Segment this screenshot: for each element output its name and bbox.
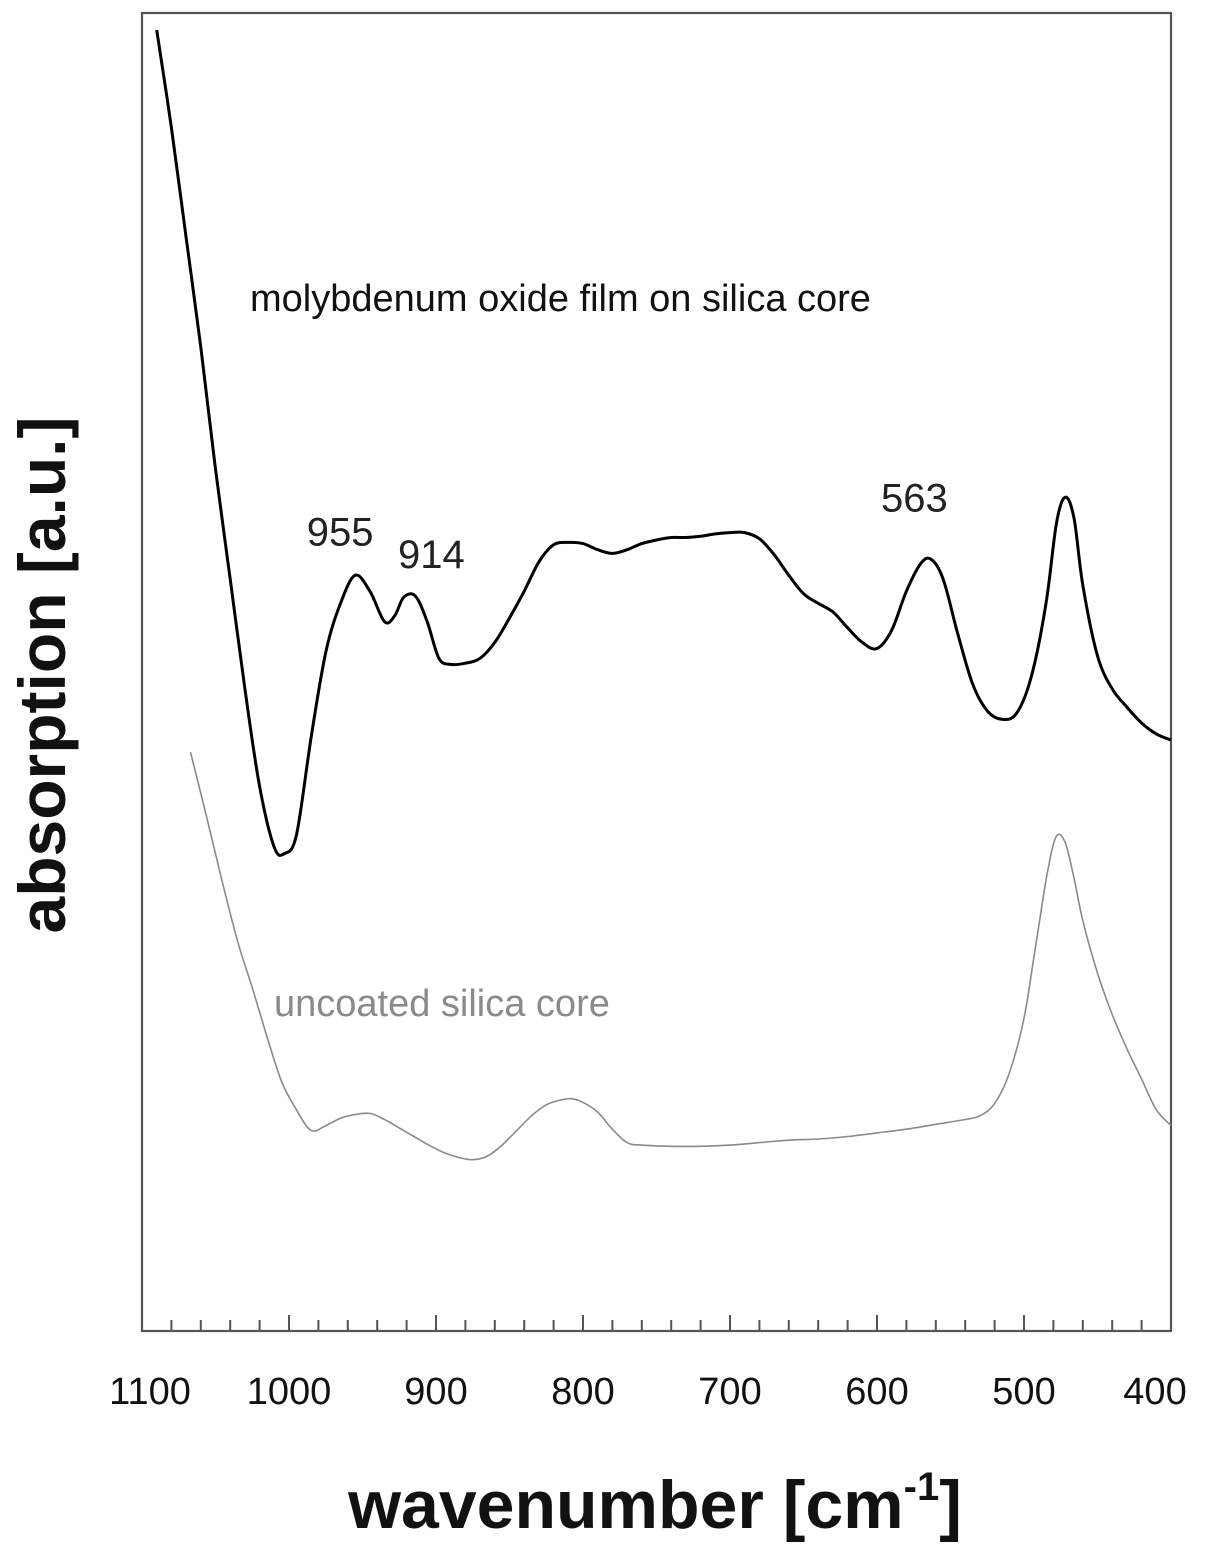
x-tick-labels: 1100 1000 900 800 700 600 500 400 xyxy=(109,1371,1187,1413)
peak-label-914: 914 xyxy=(398,533,465,577)
series-line-molybdenum-oxide xyxy=(155,29,1172,857)
x-tick-label: 500 xyxy=(992,1371,1055,1413)
x-tick-label: 700 xyxy=(698,1371,761,1413)
y-axis-title: absorption [a.u.] xyxy=(5,417,79,934)
series-group xyxy=(155,29,1172,1161)
x-tick-label: 1100 xyxy=(109,1371,191,1413)
series-label-uncoated-silica: uncoated silica core xyxy=(274,983,610,1025)
x-tick-label: 800 xyxy=(551,1371,614,1413)
x-axis-title-close: ] xyxy=(939,1467,962,1543)
x-axis-title-text: wavenumber [cm xyxy=(347,1467,904,1543)
series-label-molybdenum-oxide: molybdenum oxide film on silica core xyxy=(250,278,871,320)
x-tick-label: 400 xyxy=(1123,1371,1186,1413)
series-line-uncoated-silica xyxy=(189,752,1172,1161)
x-tick-label: 900 xyxy=(404,1371,467,1413)
x-tick-label: 1000 xyxy=(247,1371,332,1413)
peak-label-563: 563 xyxy=(881,476,948,520)
plot-frame xyxy=(140,11,1173,1333)
peak-labels: 955 914 563 xyxy=(307,476,948,577)
x-axis-title-superscript: -1 xyxy=(904,1465,940,1509)
x-tick-label: 600 xyxy=(845,1371,908,1413)
x-axis-title: wavenumber [cm-1] xyxy=(347,1465,962,1543)
x-minor-ticks xyxy=(141,1315,1172,1331)
peak-label-955: 955 xyxy=(307,510,374,554)
